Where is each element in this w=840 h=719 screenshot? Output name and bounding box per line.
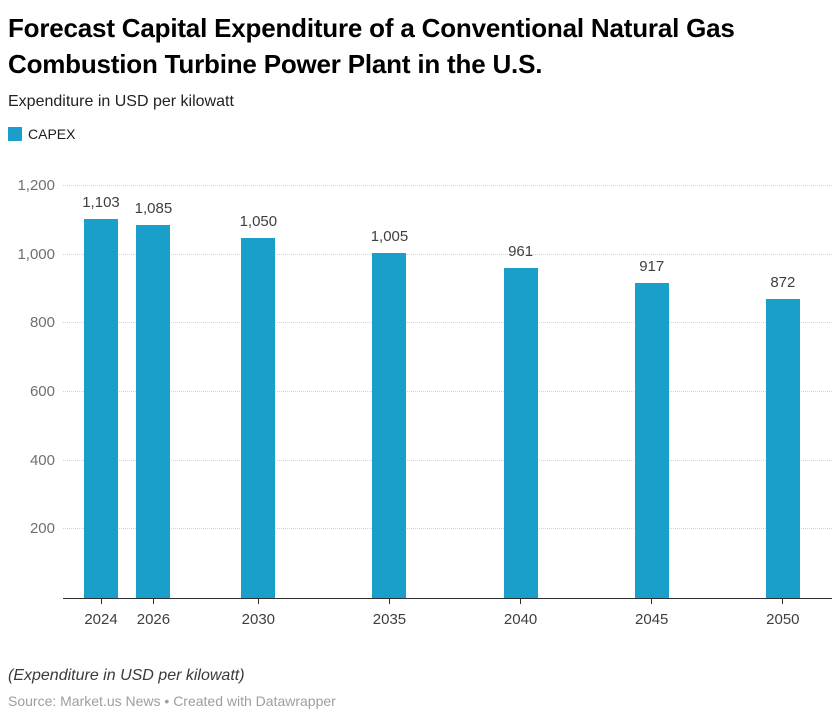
gridline [63, 528, 832, 530]
bar-value-label: 872 [770, 273, 796, 291]
x-axis-label: 2024 [84, 611, 118, 628]
x-tick [100, 598, 102, 604]
x-axis-label: 2050 [766, 611, 800, 628]
bar [136, 225, 171, 598]
y-axis-label: 1,000 [17, 245, 55, 263]
bar-value-label: 917 [639, 258, 665, 276]
source-link[interactable]: Market.us News [60, 693, 161, 709]
legend-swatch-capex [8, 127, 22, 141]
y-axis-label: 200 [29, 520, 55, 538]
bar-chart-plot: 200 400 600 800 1,000 1,200 1,103 2024 1,085 2026… [17, 177, 832, 628]
bar-value-label: 1,050 [239, 212, 278, 230]
y-axis-label: 800 [29, 314, 55, 332]
x-axis-label: 2035 [372, 611, 407, 628]
bar [634, 283, 669, 598]
bar-value-label: 1,085 [134, 200, 173, 218]
bar-value-label: 1,103 [82, 194, 120, 212]
footnote: (Expenditure in USD per kilowatt) [8, 667, 245, 684]
x-tick [520, 598, 522, 604]
datawrapper-link[interactable]: Created with Datawrapper [173, 693, 336, 709]
source-prefix: Source: [8, 693, 61, 709]
bar [503, 268, 538, 598]
x-tick [651, 598, 653, 604]
gridline [63, 185, 832, 186]
legend-label-capex: CAPEX [28, 126, 76, 142]
bar [372, 252, 407, 598]
x-tick [388, 598, 390, 604]
x-axis-label: 2026 [136, 611, 171, 628]
bar-value-label: 1,005 [370, 227, 409, 245]
chart-subtitle: Expenditure in USD per kilowatt [8, 93, 234, 110]
x-axis-label: 2030 [241, 611, 276, 628]
gridline [63, 391, 832, 392]
source-separator: • [160, 693, 174, 709]
gridline [63, 253, 832, 255]
gridline [63, 322, 832, 324]
x-tick [782, 598, 784, 604]
bar [765, 298, 800, 598]
gridline [63, 459, 832, 461]
x-axis-line [63, 598, 832, 599]
x-tick [257, 598, 259, 604]
source-line: Source: Market.us News • Created with Da… [8, 692, 832, 710]
legend: CAPEX [8, 126, 832, 142]
x-axis-label: 2040 [503, 611, 538, 628]
x-tick [152, 598, 154, 604]
x-axis-label: 2045 [635, 611, 669, 628]
y-axis-label: 400 [29, 451, 55, 469]
bar [241, 237, 276, 598]
bar-value-label: 961 [508, 243, 534, 261]
chart-title: Forecast Capital Expenditure of a Conven… [8, 13, 735, 79]
y-axis-label: 600 [29, 383, 55, 400]
bar [84, 219, 118, 598]
y-axis-label: 1,200 [17, 177, 55, 194]
plot-area: 200 400 600 800 1,000 1,200 1,103 2024 1,085 2026… [17, 177, 832, 628]
